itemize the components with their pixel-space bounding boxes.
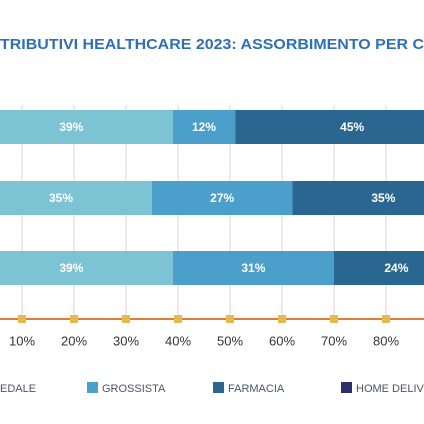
x-tick-label: 60% — [269, 333, 295, 348]
value-label: 27% — [210, 191, 234, 205]
tick-mark — [382, 315, 390, 323]
legend-label: FARMACIA — [228, 383, 285, 395]
x-tick-label: 30% — [113, 333, 139, 348]
bar-segment — [292, 181, 424, 215]
legend-swatch — [87, 382, 98, 393]
legend-swatch — [213, 382, 224, 393]
bar-segment — [0, 110, 173, 144]
value-label: 39% — [59, 261, 83, 275]
legend-label: GROSSISTA — [102, 383, 166, 395]
value-label: 35% — [371, 191, 395, 205]
tick-mark — [278, 315, 286, 323]
bar-segment — [172, 110, 236, 144]
tick-mark — [70, 315, 78, 323]
chart-title: TRIBUTIVI HEALTHCARE 2023: ASSORBIMENTO … — [0, 36, 424, 53]
value-label: 12% — [192, 120, 216, 134]
bar-segment — [235, 110, 424, 144]
value-label: 24% — [384, 261, 408, 275]
value-label: 31% — [241, 261, 265, 275]
legend-label: HOME DELIVE — [356, 383, 424, 395]
bar-segment — [152, 181, 293, 215]
x-tick-label: 10% — [9, 333, 35, 348]
tick-mark — [122, 315, 130, 323]
x-tick-label: 50% — [217, 333, 243, 348]
bar-segment — [0, 181, 152, 215]
bar-segment — [334, 251, 424, 285]
tick-mark — [18, 315, 26, 323]
value-label: 45% — [340, 120, 364, 134]
legend-swatch — [341, 382, 352, 393]
tick-mark — [226, 315, 234, 323]
value-label: 35% — [49, 191, 73, 205]
tick-mark — [330, 315, 338, 323]
bar-segment — [172, 251, 334, 285]
x-tick-label: 20% — [61, 333, 87, 348]
x-tick-label: 70% — [321, 333, 347, 348]
bar-segment — [0, 251, 173, 285]
value-label: 39% — [59, 120, 83, 134]
legend-label: EDALE — [0, 383, 36, 395]
tick-mark — [174, 315, 182, 323]
x-tick-label: 40% — [165, 333, 191, 348]
x-tick-label: 80% — [373, 333, 399, 348]
